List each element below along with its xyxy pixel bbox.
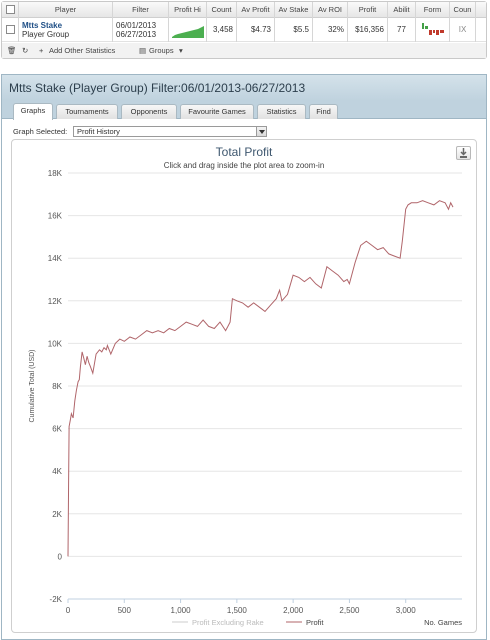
coun-cell: IX bbox=[450, 18, 476, 42]
filter-cell: 06/01/2013 06/27/2013 bbox=[113, 18, 169, 42]
col-player[interactable]: Player bbox=[19, 2, 113, 18]
window-title: Mtts Stake (Player Group) Filter:06/01/2… bbox=[2, 75, 486, 101]
col-coun[interactable]: Coun bbox=[450, 2, 476, 18]
y-tick-label: 12K bbox=[48, 297, 63, 306]
y-tick-label: 10K bbox=[48, 339, 63, 348]
y-tick-label: 2K bbox=[52, 510, 62, 519]
col-filter[interactable]: Filter bbox=[113, 2, 169, 18]
row-select-cell[interactable] bbox=[2, 18, 19, 42]
graph-select-value: Profit History bbox=[77, 127, 120, 136]
groups-dropdown[interactable]: Groups bbox=[149, 46, 174, 55]
stats-toolbar: 🗑 ↻ + Add Other Statistics ▤ Groups ▾ bbox=[2, 43, 486, 58]
chart-title: Total Profit bbox=[215, 145, 273, 159]
x-tick-label: 2,000 bbox=[283, 606, 304, 615]
filter-to: 06/27/2013 bbox=[116, 30, 157, 39]
form-cell bbox=[416, 18, 450, 42]
tab-find[interactable]: Find bbox=[309, 104, 338, 119]
av-profit-cell: $4.73 bbox=[237, 18, 275, 42]
col-profit-history[interactable]: Profit Hi bbox=[169, 2, 207, 18]
col-form[interactable]: Form bbox=[416, 2, 450, 18]
legend-excl-rake: Profit Excluding Rake bbox=[192, 618, 264, 627]
av-stake-cell: $5.5 bbox=[275, 18, 313, 42]
y-tick-label: 18K bbox=[48, 169, 63, 178]
select-all-checkbox[interactable] bbox=[6, 5, 15, 14]
chevron-down-icon[interactable] bbox=[256, 127, 266, 136]
y-tick-label: 8K bbox=[52, 382, 62, 391]
x-tick-label: 2,500 bbox=[339, 606, 360, 615]
y-tick-label: 16K bbox=[48, 212, 63, 221]
tab-opponents[interactable]: Opponents bbox=[121, 104, 177, 119]
table-row[interactable]: Mtts Stake Player Group 06/01/2013 06/27… bbox=[2, 18, 486, 42]
chart-subtitle: Click and drag inside the plot area to z… bbox=[163, 161, 325, 170]
x-axis-label: No. Games bbox=[424, 618, 462, 627]
col-count[interactable]: Count bbox=[207, 2, 237, 18]
chevron-down-icon[interactable]: ▾ bbox=[179, 46, 183, 55]
profit-sparkline bbox=[172, 26, 204, 38]
tab-statistics[interactable]: Statistics bbox=[257, 104, 306, 119]
stats-table: Player Filter Profit Hi Count Av Profit … bbox=[1, 1, 487, 59]
chart-container[interactable]: Total Profit Click and drag inside the p… bbox=[11, 139, 477, 633]
player-cell: Mtts Stake Player Group bbox=[19, 18, 113, 42]
y-tick-label: 6K bbox=[52, 425, 62, 434]
x-tick-label: 3,000 bbox=[396, 606, 417, 615]
profit-series-line bbox=[67, 200, 454, 557]
add-other-statistics-link[interactable]: Add Other Statistics bbox=[49, 46, 116, 55]
legend-profit: Profit bbox=[306, 618, 324, 627]
graph-selected-label: Graph Selected: bbox=[13, 127, 68, 136]
profit-cell: $16,356 bbox=[348, 18, 388, 42]
tab-favourite-games[interactable]: Favourite Games bbox=[180, 104, 254, 119]
av-roi-cell: 32% bbox=[313, 18, 348, 42]
y-tick-label: 4K bbox=[52, 467, 62, 476]
refresh-icon[interactable]: ↻ bbox=[22, 46, 29, 55]
player-name-link[interactable]: Mtts Stake bbox=[22, 21, 63, 30]
col-ability[interactable]: Abilit bbox=[388, 2, 416, 18]
delete-icon[interactable]: 🗑 bbox=[7, 46, 17, 55]
stats-header-row: Player Filter Profit Hi Count Av Profit … bbox=[2, 2, 486, 18]
col-av-roi[interactable]: Av ROI bbox=[313, 2, 348, 18]
tab-graphs[interactable]: Graphs bbox=[13, 103, 53, 120]
filter-from: 06/01/2013 bbox=[116, 21, 157, 30]
y-tick-label: 0 bbox=[58, 552, 63, 561]
x-tick-label: 1,000 bbox=[171, 606, 192, 615]
form-indicator bbox=[422, 23, 444, 35]
header-select-all[interactable] bbox=[2, 2, 19, 18]
export-button[interactable] bbox=[456, 146, 471, 160]
tab-tournaments[interactable]: Tournaments bbox=[56, 104, 118, 119]
profit-history-cell bbox=[169, 18, 207, 42]
y-axis-label: Cumulative Total (USD) bbox=[29, 349, 36, 422]
add-icon[interactable]: + bbox=[39, 46, 44, 55]
col-av-profit[interactable]: Av Profit bbox=[237, 2, 275, 18]
y-tick-label: 14K bbox=[48, 254, 63, 263]
groups-icon: ▤ bbox=[139, 46, 147, 55]
player-window: Mtts Stake (Player Group) Filter:06/01/2… bbox=[1, 74, 487, 640]
y-tick-label: -2K bbox=[50, 595, 63, 604]
row-checkbox[interactable] bbox=[6, 25, 15, 34]
download-icon bbox=[460, 148, 467, 158]
graph-select-dropdown[interactable]: Profit History bbox=[73, 126, 267, 137]
count-cell: 3,458 bbox=[207, 18, 237, 42]
x-tick-label: 0 bbox=[66, 606, 71, 615]
x-tick-label: 1,500 bbox=[227, 606, 248, 615]
col-profit[interactable]: Profit bbox=[348, 2, 388, 18]
ability-cell: 77 bbox=[388, 18, 416, 42]
col-av-stake[interactable]: Av Stake bbox=[275, 2, 313, 18]
player-group-label: Player Group bbox=[22, 30, 70, 39]
tab-bar: Graphs Tournaments Opponents Favourite G… bbox=[2, 101, 486, 120]
x-tick-label: 500 bbox=[118, 606, 132, 615]
